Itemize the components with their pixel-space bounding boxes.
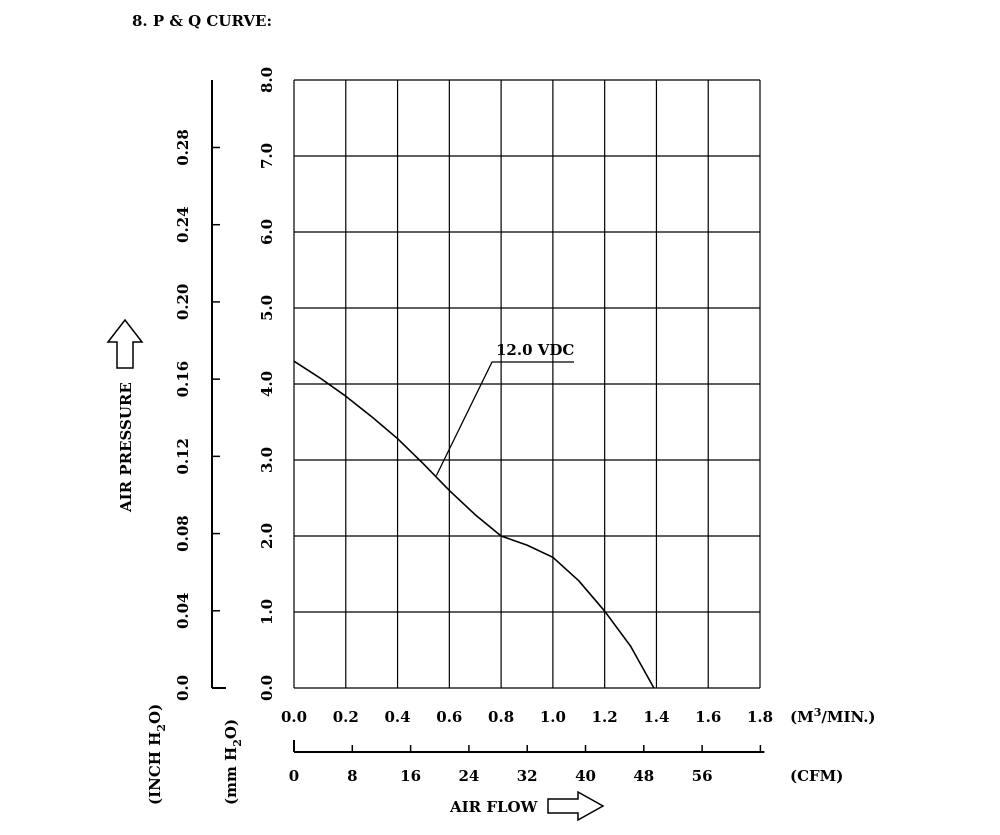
air-pressure-arrow-icon (106, 318, 144, 369)
x-unit-sup: 3 (814, 706, 822, 719)
y-tick-label: 7.0 (258, 143, 276, 169)
y2-tick-label: 0.16 (174, 361, 192, 398)
x-tick-label: 1.4 (643, 708, 669, 726)
x2-tick-label: 16 (400, 767, 421, 785)
y2-tick-label: 0.12 (174, 438, 192, 475)
cfm-axis: 0 8 16 24 32 40 48 56 (289, 740, 765, 785)
y-tick-label: 3.0 (258, 447, 276, 473)
x-tick-label: 1.6 (695, 708, 721, 726)
y2-unit-sub: 2 (155, 724, 168, 732)
x-tick-label: 0.6 (436, 708, 462, 726)
y2-tick-label: 0.24 (174, 206, 192, 243)
x-axis-title: AIR FLOW (449, 798, 539, 816)
x2-tick-label: 48 (633, 767, 654, 785)
y2-tick-label: 0.28 (174, 129, 192, 166)
x-tick-label: 1.0 (540, 708, 566, 726)
y2-unit-tail: O) (146, 704, 164, 724)
y-tick-label: 1.0 (258, 599, 276, 625)
y-tick-label: 4.0 (258, 371, 276, 397)
y-tick-label: 0.0 (258, 675, 276, 701)
inch-h2o-axis: 0.0 0.04 0.08 0.12 0.16 0.20 0.24 0.28 (174, 80, 226, 701)
y-tick-label: 5.0 (258, 295, 276, 321)
y-unit-base: (mm H (222, 747, 240, 805)
x2-tick-label: 8 (347, 767, 357, 785)
y-tick-label: 6.0 (258, 219, 276, 245)
x-unit-tail: /MIN.) (821, 708, 875, 726)
x2-tick-label: 56 (692, 767, 713, 785)
y-tick-label: 8.0 (258, 67, 276, 93)
air-flow-arrow-icon (547, 790, 605, 822)
series-annotation-label: 12.0 VDC (496, 341, 574, 359)
y-unit-label: (mm H2O) (222, 719, 244, 805)
annotation-leader (435, 361, 574, 476)
x-tick-label: 1.8 (747, 708, 773, 726)
y-tick-label: 2.0 (258, 523, 276, 549)
tick-labels: 0.0 0.2 0.4 0.6 0.8 1.0 1.2 1.4 1.6 1.8 0.0 1.0 2.0 3… (258, 67, 773, 726)
x-tick-label: 0.2 (333, 708, 359, 726)
series-line-12vdc (293, 360, 655, 689)
y-unit-tail: O) (222, 719, 240, 739)
y2-tick-label: 0.20 (174, 284, 192, 321)
y2-tick-label: 0.08 (174, 515, 192, 552)
y2-tick-label: 0.0 (174, 675, 192, 701)
x-tick-label: 0.8 (488, 708, 514, 726)
y-unit-sub: 2 (231, 739, 244, 747)
y2-tick-label: 0.04 (174, 593, 192, 630)
x2-tick-label: 40 (575, 767, 596, 785)
y2-unit-label: (INCH H2O) (146, 704, 168, 805)
x2-unit-label: (CFM) (790, 767, 843, 785)
plot-grid (293, 79, 761, 689)
x-tick-label: 1.2 (592, 708, 618, 726)
x2-tick-label: 0 (289, 767, 299, 785)
x-tick-label: 0.4 (385, 708, 411, 726)
x2-tick-label: 24 (458, 767, 479, 785)
y2-unit-base: (INCH H (146, 732, 164, 805)
y-axis-title: AIR PRESSURE (117, 382, 135, 513)
x-unit-base: (M (790, 708, 814, 726)
section-title: 8. P & Q CURVE: (132, 12, 272, 30)
series-layer: 12.0 VDC (293, 341, 655, 689)
x-unit-label: (M3/MIN.) (790, 706, 876, 726)
x2-tick-label: 32 (517, 767, 538, 785)
x-tick-label: 0.0 (281, 708, 307, 726)
